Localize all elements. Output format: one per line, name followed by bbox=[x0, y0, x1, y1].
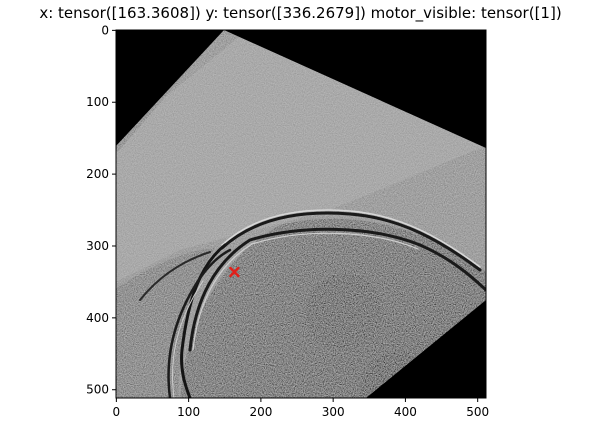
x-axis: 0 100 200 300 400 500 bbox=[113, 398, 489, 419]
y-tick-label: 0 bbox=[101, 23, 109, 37]
inner-membrane bbox=[188, 227, 486, 352]
x-tick-label: 200 bbox=[249, 405, 272, 419]
outer-membrane-lower bbox=[180, 243, 227, 398]
outer-region bbox=[116, 248, 215, 398]
y-tick-label: 200 bbox=[86, 167, 109, 181]
outer-membrane-highlight bbox=[221, 209, 481, 268]
x-tick-label: 500 bbox=[466, 405, 489, 419]
faint-line bbox=[139, 251, 211, 301]
y-tick-label: 100 bbox=[86, 95, 109, 109]
y-tick-label: 500 bbox=[86, 383, 109, 397]
y-tick-label: 400 bbox=[86, 311, 109, 325]
left-membrane-highlight bbox=[172, 280, 204, 398]
axes-frame bbox=[115, 29, 487, 399]
plot-title: x: tensor([163.3608]) y: tensor([336.267… bbox=[39, 4, 562, 22]
y-tick-label: 300 bbox=[86, 239, 109, 253]
x-tick-label: 0 bbox=[113, 405, 121, 419]
left-membrane bbox=[167, 248, 232, 398]
x-tick-label: 300 bbox=[322, 405, 345, 419]
x-tick-label: 100 bbox=[177, 405, 200, 419]
outer-membrane bbox=[220, 211, 482, 272]
y-axis: 0 100 200 300 400 500 bbox=[86, 23, 116, 397]
x-tick-label: 400 bbox=[394, 405, 417, 419]
dark-circle bbox=[306, 274, 382, 350]
motor-marker bbox=[229, 266, 240, 278]
inner-membrane-highlight bbox=[192, 232, 419, 351]
